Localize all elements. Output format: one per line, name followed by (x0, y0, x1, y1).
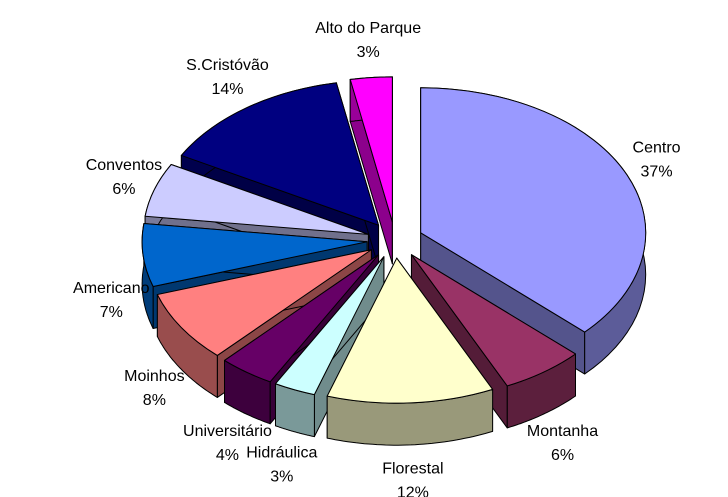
category-label: Montanha (527, 423, 598, 440)
data-label: Florestal 12% (382, 461, 443, 497)
category-label: Universitário (183, 423, 272, 440)
category-label: S.Cristóvão (186, 57, 269, 74)
category-label: Hidráulica (246, 445, 317, 462)
data-label: Montanha 6% (527, 423, 598, 464)
slice-top (274, 256, 385, 396)
category-label: Conventos (86, 157, 163, 174)
slice-top (156, 249, 372, 356)
value-label: 3% (357, 44, 380, 61)
data-label: Conventos 6% (86, 157, 163, 198)
data-label: Universitário 4% (183, 423, 272, 464)
slice-top (410, 254, 576, 387)
slice-top (144, 164, 369, 235)
value-label: 37% (641, 164, 673, 181)
slice (349, 76, 393, 265)
slice-top (224, 254, 380, 383)
category-label: Centro (633, 140, 681, 157)
slice-top (326, 257, 494, 404)
slice-top (180, 82, 380, 226)
value-label: 14% (211, 81, 243, 98)
value-label: 6% (112, 181, 135, 198)
data-label: Alto do Parque 3% (315, 20, 421, 61)
slice-top (349, 76, 393, 223)
slice-top (141, 223, 368, 288)
category-label: Moinhos (124, 368, 184, 385)
value-label: 6% (551, 447, 574, 464)
value-label: 12% (397, 485, 429, 497)
category-label: Alto do Parque (315, 20, 421, 37)
value-label: 8% (143, 392, 166, 409)
data-label: S.Cristóvão 14% (186, 57, 269, 98)
data-label: Hidráulica 3% (246, 445, 317, 486)
slice (274, 256, 385, 438)
slice (326, 257, 494, 446)
category-label: Florestal (382, 461, 443, 478)
value-label: 3% (270, 469, 293, 486)
value-label: 7% (100, 304, 123, 321)
value-label: 4% (216, 447, 239, 464)
category-label: Americano (73, 280, 150, 297)
data-label: Centro 37% (633, 140, 681, 181)
slice-top (420, 87, 647, 333)
data-label: Moinhos 8% (124, 368, 184, 409)
data-label: Americano 7% (73, 280, 150, 321)
